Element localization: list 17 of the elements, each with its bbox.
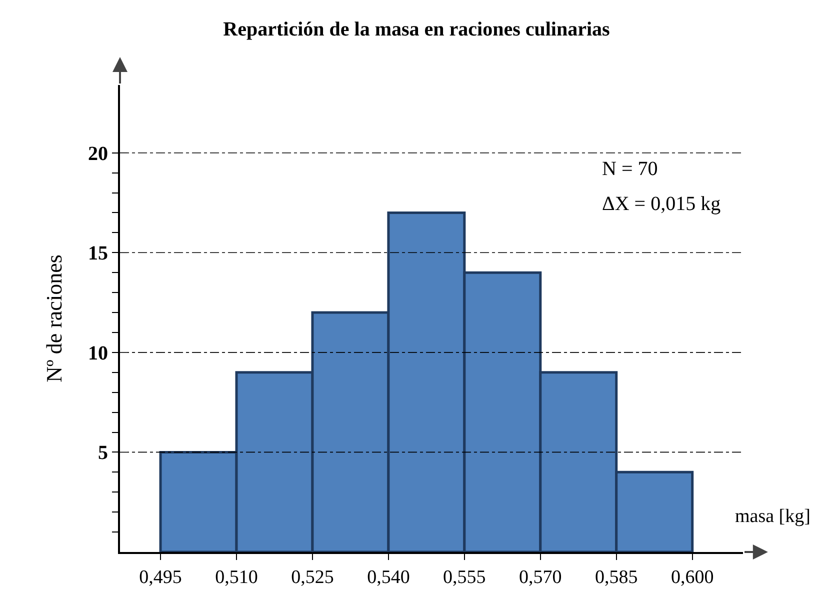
- annotation: N = 70: [602, 158, 658, 180]
- x-tick-label: 0,600: [670, 566, 714, 588]
- chart-title: Repartición de la masa en raciones culinarias: [223, 18, 610, 40]
- y-tick-label: 5: [98, 442, 108, 464]
- y-tick-label: 20: [88, 142, 108, 165]
- x-tick-label: 0,495: [139, 566, 182, 588]
- x-tick-label: 0,585: [594, 566, 638, 588]
- x-tick-label: 0,510: [215, 566, 258, 588]
- annotation: ΔX = 0,015 kg: [602, 193, 721, 215]
- x-axis-title: masa [kg]: [735, 506, 810, 527]
- x-tick-label: 0,555: [443, 566, 486, 588]
- x-tick-label: 0,540: [367, 566, 410, 588]
- y-tick-label: 10: [88, 342, 108, 364]
- x-tick-label: 0,570: [519, 566, 562, 588]
- y-axis-title: Nº de raciones: [41, 254, 66, 382]
- x-tick-label: 0,525: [291, 566, 334, 588]
- y-tick-label: 15: [88, 242, 108, 265]
